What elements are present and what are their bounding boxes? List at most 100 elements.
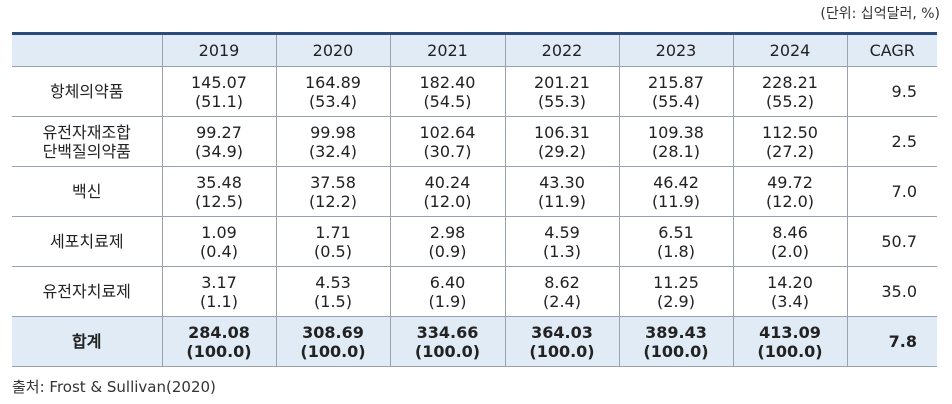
amount: 102.64 <box>419 122 476 142</box>
value-cell: 99.98 (32.4) <box>275 116 391 167</box>
table-row: 백신 35.48 (12.5) 37.58 (12.2) 40.24 (12.0) 43.30… <box>12 166 937 217</box>
share: (2.4) <box>543 291 581 311</box>
share: (30.7) <box>423 141 472 161</box>
label-line: 단백질의약품 <box>42 141 131 161</box>
amount: 6.40 <box>429 272 466 292</box>
row-label: 합계 <box>12 316 163 367</box>
amount: 37.58 <box>310 172 356 192</box>
value-cell: 35.48 (12.5) <box>161 166 277 217</box>
share: (1.1) <box>200 291 238 311</box>
share: (100.0) <box>186 341 252 361</box>
cagr-cell: 35.0 <box>846 266 937 317</box>
share: (3.4) <box>771 291 809 311</box>
share: (55.2) <box>765 91 815 111</box>
value-cell: 40.24 (12.0) <box>389 166 506 217</box>
market-table: 2019 2020 2021 2022 2023 2024 CAGR 항체의약품 145.07… <box>12 32 937 367</box>
share: (11.9) <box>651 191 701 211</box>
share: (0.9) <box>428 241 467 261</box>
amount: 6.51 <box>658 222 694 242</box>
value-cell: 145.07 (51.1) <box>161 66 277 117</box>
unit-note: (단위: 십억달러, %) <box>820 6 940 22</box>
header-cell: 2019 <box>161 32 277 67</box>
value-cell: 1.71 (0.5) <box>275 216 391 267</box>
amount: 8.62 <box>544 272 580 292</box>
amount: 14.20 <box>767 272 813 292</box>
value-cell: 389.43 (100.0) <box>618 316 734 367</box>
amount: 112.50 <box>762 122 818 142</box>
share: (11.9) <box>537 191 587 211</box>
amount: 284.08 <box>188 322 250 342</box>
header-row: 2019 2020 2021 2022 2023 2024 CAGR <box>12 32 937 67</box>
amount: 35.48 <box>196 172 242 192</box>
amount: 106.31 <box>534 122 590 142</box>
value-cell: 413.09 (100.0) <box>732 316 848 367</box>
value-cell: 112.50 (27.2) <box>732 116 848 167</box>
amount: 334.66 <box>416 322 479 342</box>
share: (100.0) <box>414 341 481 361</box>
share: (1.9) <box>428 291 467 311</box>
amount: 308.69 <box>302 322 364 342</box>
amount: 99.98 <box>310 122 356 142</box>
table-row: 유전자치료제 3.17 (1.1) 4.53 (1.5) 6.40 (1.9) 8.62 (2.… <box>12 266 937 317</box>
value-cell: 4.59 (1.3) <box>504 216 620 267</box>
row-label: 유전자치료제 <box>12 266 163 317</box>
amount: 389.43 <box>645 322 707 342</box>
cagr-cell: 9.5 <box>846 66 937 117</box>
amount: 1.09 <box>201 222 237 242</box>
share: (100.0) <box>300 341 366 361</box>
amount: 11.25 <box>653 272 699 292</box>
value-cell: 3.17 (1.1) <box>161 266 277 317</box>
amount: 109.38 <box>648 122 704 142</box>
amount: 228.21 <box>762 72 818 92</box>
row-label: 세포치료제 <box>12 216 163 267</box>
amount: 3.17 <box>201 272 237 292</box>
cagr-cell: 2.5 <box>846 116 937 167</box>
share: (55.3) <box>537 91 587 111</box>
value-cell: 4.53 (1.5) <box>275 266 391 317</box>
value-cell: 2.98 (0.9) <box>389 216 506 267</box>
value-cell: 8.46 (2.0) <box>732 216 848 267</box>
row-label: 유전자재조합 단백질의약품 <box>12 116 163 167</box>
table-row: 합계 284.08 (100.0) 308.69 (100.0) 334.66 (100.0… <box>12 316 937 367</box>
value-cell: 49.72 (12.0) <box>732 166 848 217</box>
share: (53.4) <box>308 91 358 111</box>
cagr-cell: 7.0 <box>846 166 937 217</box>
amount: 99.27 <box>196 122 242 142</box>
amount: 8.46 <box>772 222 808 242</box>
value-cell: 334.66 (100.0) <box>389 316 506 367</box>
share: (54.5) <box>423 91 472 111</box>
header-cell: 2022 <box>504 32 620 67</box>
label-line: 유전자치료제 <box>42 282 131 301</box>
value-cell: 6.51 (1.8) <box>618 216 734 267</box>
value-cell: 215.87 (55.4) <box>618 66 734 117</box>
header-cell: 2020 <box>275 32 391 67</box>
amount: 4.53 <box>315 272 351 292</box>
share: (27.2) <box>765 141 815 161</box>
amount: 413.09 <box>759 322 821 342</box>
value-cell: 46.42 (11.9) <box>618 166 734 217</box>
amount: 46.42 <box>653 172 699 192</box>
value-cell: 364.03 (100.0) <box>504 316 620 367</box>
value-cell: 43.30 (11.9) <box>504 166 620 217</box>
header-cell: 2021 <box>389 32 506 67</box>
value-cell: 6.40 (1.9) <box>389 266 506 317</box>
label-line: 항체의약품 <box>49 82 124 101</box>
amount: 364.03 <box>531 322 593 342</box>
share: (2.0) <box>771 241 809 261</box>
row-label: 항체의약품 <box>12 66 163 117</box>
amount: 215.87 <box>648 72 704 92</box>
header-cell: CAGR <box>846 32 937 67</box>
share: (100.0) <box>757 341 823 361</box>
row-label: 백신 <box>12 166 163 217</box>
value-cell: 164.89 (53.4) <box>275 66 391 117</box>
value-cell: 201.21 (55.3) <box>504 66 620 117</box>
value-cell: 182.40 (54.5) <box>389 66 506 117</box>
table-row: 항체의약품 145.07 (51.1) 164.89 (53.4) 182.40 (54.5… <box>12 66 937 117</box>
cagr-cell: 7.8 <box>846 316 937 367</box>
amount: 145.07 <box>191 72 247 92</box>
label-line: 세포치료제 <box>49 232 124 251</box>
source: 출처: Frost & Sullivan(2020) <box>12 378 216 396</box>
corner-cell <box>12 32 163 67</box>
value-cell: 308.69 (100.0) <box>275 316 391 367</box>
